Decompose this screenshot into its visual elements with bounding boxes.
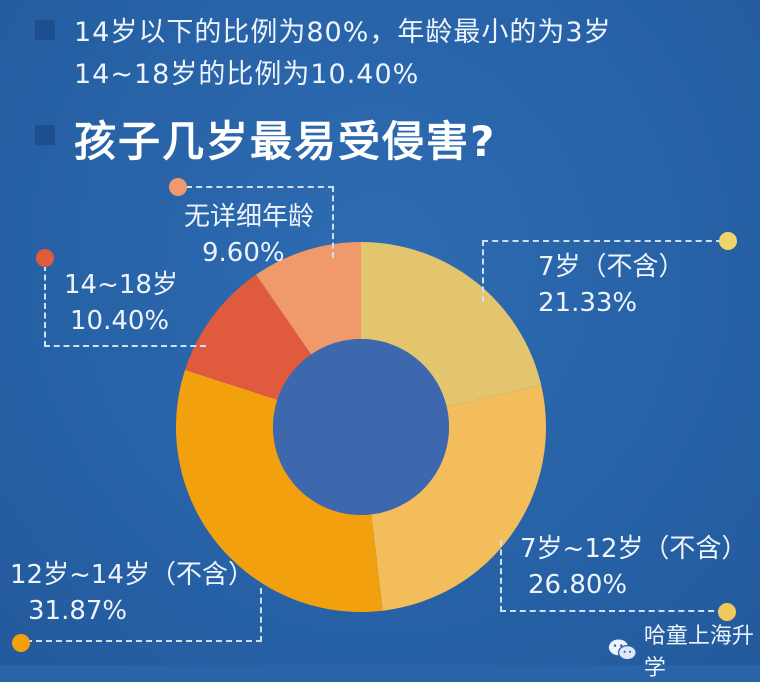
donut-segment [256, 242, 361, 355]
label-7-12-value: 26.80% [528, 570, 628, 600]
marker-dot-7-12 [718, 603, 736, 621]
donut-segment [185, 274, 312, 400]
label-under7-name: 7岁（不含） [538, 252, 685, 282]
donut-segment [176, 369, 383, 613]
leader-7-12 [500, 540, 724, 612]
wechat-icon [608, 639, 637, 661]
label-7-12-name: 7岁~12岁（不含） [520, 534, 748, 564]
donut-segment [371, 384, 547, 611]
donut-chart [176, 242, 547, 613]
bullet-square [35, 20, 55, 40]
bullet-square [35, 125, 55, 145]
donut-hole [273, 339, 449, 515]
marker-dot-under7 [719, 232, 737, 250]
marker-dot-unknown [169, 178, 187, 196]
marker-dot-14-18 [36, 249, 54, 267]
label-14-18-value: 10.40% [70, 306, 170, 336]
label-unknown-value: 9.60% [202, 238, 285, 268]
subtitle-line-1: 14岁以下的比例为80%，年龄最小的为3岁 [74, 17, 612, 48]
leader-14-18 [44, 265, 206, 347]
label-unknown-name: 无详细年龄 [184, 202, 315, 232]
label-12-14-value: 31.87% [28, 596, 128, 626]
label-14-18-name: 14~18岁 [64, 270, 178, 300]
marker-dot-12-14 [12, 634, 30, 652]
subtitle-line-2: 14~18岁的比例为10.40% [74, 59, 420, 90]
donut-segment [361, 242, 542, 407]
leader-under7 [482, 240, 722, 302]
leader-unknown [186, 186, 334, 258]
brand-name: 哈童上海升学 [643, 624, 754, 681]
leader-12-14 [26, 588, 262, 642]
chart-title: 孩子几岁最易受侵害? [74, 117, 497, 166]
label-under7-value: 21.33% [538, 288, 638, 318]
brand-watermark: 哈童上海升学 [608, 618, 760, 682]
label-12-14-name: 12岁~14岁（不含） [10, 560, 254, 590]
